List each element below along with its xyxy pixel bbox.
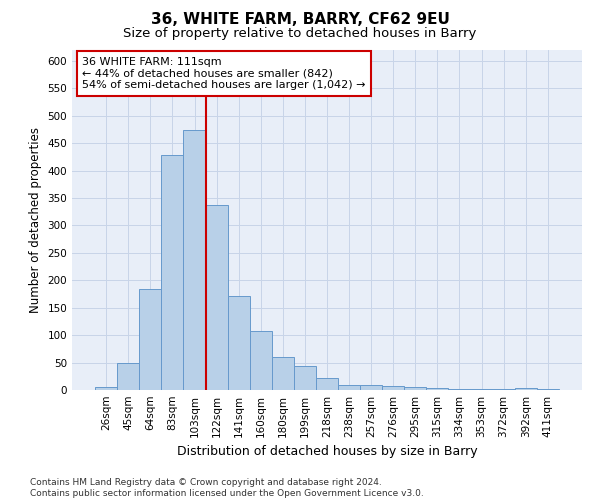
Bar	[184, 130, 206, 390]
Bar	[272, 357, 294, 390]
Text: 36 WHITE FARM: 111sqm
← 44% of detached houses are smaller (842)
54% of semi-det: 36 WHITE FARM: 111sqm ← 44% of detached …	[82, 57, 366, 90]
Text: Size of property relative to detached houses in Barry: Size of property relative to detached ho…	[124, 28, 476, 40]
Bar	[338, 384, 360, 390]
Bar	[515, 388, 537, 390]
Text: 36, WHITE FARM, BARRY, CF62 9EU: 36, WHITE FARM, BARRY, CF62 9EU	[151, 12, 449, 28]
Bar	[382, 386, 404, 390]
Bar	[139, 288, 161, 390]
Bar	[294, 366, 316, 390]
X-axis label: Distribution of detached houses by size in Barry: Distribution of detached houses by size …	[176, 446, 478, 458]
Bar	[206, 204, 227, 390]
Bar	[404, 388, 427, 390]
Bar	[360, 384, 382, 390]
Bar	[316, 378, 338, 390]
Bar	[95, 388, 117, 390]
Bar	[161, 156, 184, 390]
Y-axis label: Number of detached properties: Number of detached properties	[29, 127, 42, 313]
Bar	[227, 296, 250, 390]
Bar	[250, 332, 272, 390]
Text: Contains HM Land Registry data © Crown copyright and database right 2024.
Contai: Contains HM Land Registry data © Crown c…	[30, 478, 424, 498]
Bar	[117, 362, 139, 390]
Bar	[470, 389, 493, 390]
Bar	[427, 388, 448, 390]
